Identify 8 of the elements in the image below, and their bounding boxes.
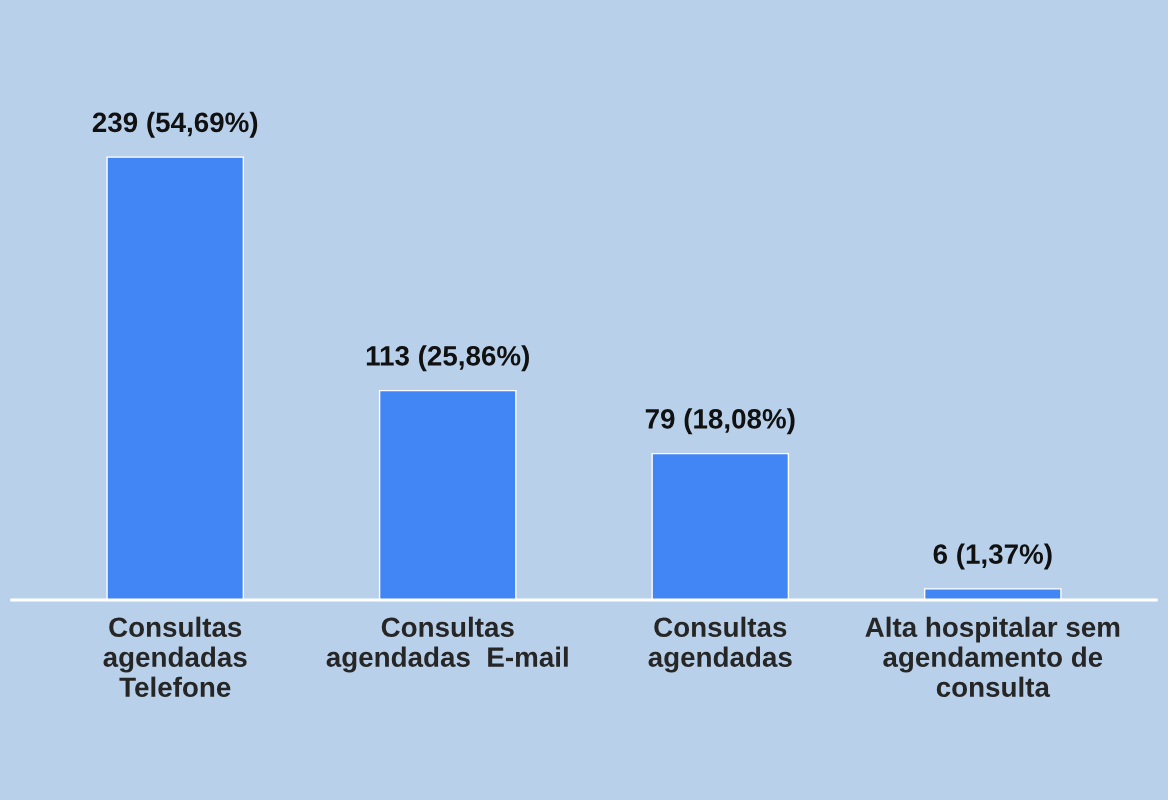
- x-tick-label: Consultas agendadas: [648, 616, 792, 673]
- data-label: 239 (54,69%): [92, 111, 258, 138]
- x-tick-label: Alta hospitalar sem agendamento de consulta: [865, 616, 1120, 698]
- data-label: 6 (1,37%): [933, 543, 1052, 570]
- x-tick-label: Consultas agendadas E-mail: [326, 616, 568, 673]
- x-tick-label: Consultas agendadas Telefone: [103, 616, 247, 698]
- data-label: 79 (18,08%): [645, 408, 795, 435]
- data-label: 113 (25,86%): [366, 345, 529, 372]
